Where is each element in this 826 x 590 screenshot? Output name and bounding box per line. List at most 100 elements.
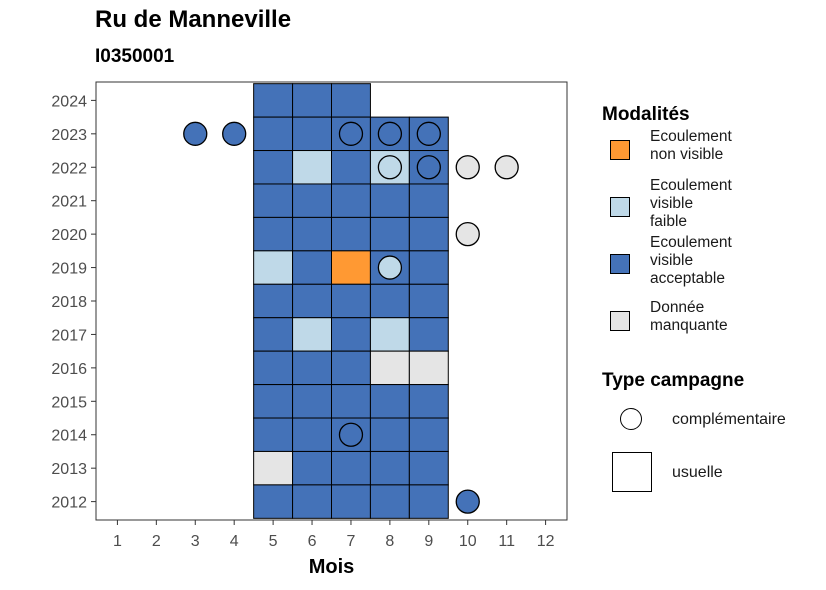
heatmap-tile: [253, 417, 294, 452]
heatmap-tile: [408, 283, 449, 319]
legend-item-usuelle: usuelle: [602, 452, 822, 502]
y-tick-label: 2019: [51, 261, 87, 278]
heatmap-tile: [292, 116, 332, 152]
x-tick-label: 12: [537, 533, 555, 550]
y-tick-label: 2020: [51, 227, 87, 244]
x-tick-label: 5: [269, 533, 278, 550]
heatmap-tile: [369, 384, 410, 419]
heatmap-tile: [369, 417, 410, 452]
circle-icon: [620, 408, 642, 430]
heatmap-tile: [292, 83, 332, 118]
campaign-point: [494, 155, 519, 180]
heatmap-tile: [331, 384, 371, 419]
y-tick-label: 2017: [51, 327, 87, 344]
heatmap-tile: [408, 417, 449, 452]
x-tick-label: 6: [308, 533, 317, 550]
heatmap-tile: [292, 216, 332, 252]
campaign-point: [222, 121, 247, 146]
heatmap-tile: [408, 216, 449, 252]
heatmap-tile: [331, 283, 371, 319]
heatmap-tile: [331, 350, 371, 386]
legend-campagne-title: Type campagne: [602, 370, 745, 391]
heatmap-tile: [369, 450, 410, 486]
heatmap-tile: [331, 317, 371, 352]
heatmap-tile: [408, 384, 449, 419]
heatmap-tile: [292, 350, 332, 386]
legend-swatch-non-visible: [610, 140, 630, 160]
y-tick-label: 2022: [51, 160, 87, 177]
legend-label-acceptable: Ecoulement visible acceptable: [650, 234, 732, 287]
x-tick-label: 9: [424, 533, 433, 550]
legend-swatch-faible: [610, 197, 630, 217]
y-tick-label: 2016: [51, 361, 87, 378]
heatmap-tile: [408, 183, 449, 218]
square-icon: [612, 452, 652, 492]
campaign-point: [416, 121, 441, 146]
heatmap-tile: [253, 183, 294, 218]
heatmap-tile: [369, 216, 410, 252]
heatmap-tile: [408, 450, 449, 486]
heatmap-tile: [369, 283, 410, 319]
campaign-point: [455, 489, 480, 514]
heatmap-tile: [408, 250, 449, 285]
heatmap-tile: [292, 317, 332, 352]
legend-swatch-manquante: [610, 311, 630, 331]
campaign-point: [338, 422, 364, 447]
y-tick-label: 2014: [51, 428, 87, 445]
heatmap-tile: [331, 150, 371, 185]
x-tick-label: 10: [459, 533, 477, 550]
x-tick-label: 11: [498, 533, 515, 550]
heatmap-tile: [369, 183, 410, 218]
heatmap-tile: [331, 216, 371, 252]
legend-item-manquante: Donnée manquante: [602, 299, 822, 364]
campaign-point: [455, 155, 480, 180]
legend-label-manquante: Donnée manquante: [650, 299, 728, 334]
y-tick-label: 2018: [51, 294, 87, 311]
heatmap-tile: [408, 484, 449, 519]
legend-label-complementaire: complémentaire: [672, 411, 786, 428]
legend-label-non-visible: Ecoulement non visible: [650, 128, 732, 163]
x-tick-label: 8: [385, 533, 394, 550]
heatmap-tile: [408, 350, 449, 386]
heatmap-tile: [292, 150, 332, 185]
heatmap-tile: [369, 350, 410, 386]
y-tick-label: 2015: [51, 394, 87, 411]
x-axis-title: Mois: [309, 556, 355, 578]
campaign-point: [455, 221, 480, 247]
legend-item-non-visible: Ecoulement non visible: [602, 128, 822, 193]
campaign-point: [183, 121, 208, 146]
x-tick-label: 7: [347, 533, 356, 550]
legend-swatch-acceptable: [610, 254, 630, 274]
y-tick-label: 2021: [51, 194, 87, 211]
heatmap-tile: [369, 484, 410, 519]
heatmap-tile: [253, 283, 294, 319]
legend-item-faible: Ecoulement visible faible: [602, 177, 822, 250]
heatmap-tile: [369, 317, 410, 352]
heatmap-tile: [253, 116, 294, 152]
y-tick-label: 2012: [51, 495, 87, 512]
legend-label-faible: Ecoulement visible faible: [650, 177, 732, 230]
y-tick-label: 2024: [51, 93, 87, 110]
heatmap-tile: [331, 450, 371, 486]
heatmap-tile: [253, 450, 294, 486]
legend-modalites-title: Modalités: [602, 104, 690, 125]
heatmap-tile: [253, 250, 294, 285]
campaign-point: [377, 155, 403, 180]
y-tick-label: 2023: [51, 127, 87, 144]
chart-title: Ru de Manneville: [95, 6, 292, 33]
heatmap-tile: [292, 183, 332, 218]
heatmap-tile: [292, 450, 332, 486]
x-tick-label: 3: [191, 533, 200, 550]
campaign-point: [416, 155, 441, 180]
x-tick-label: 4: [230, 533, 239, 550]
heatmap-tile: [253, 150, 294, 185]
heatmap-tile: [331, 484, 371, 519]
heatmap-tile: [292, 484, 332, 519]
chart-subtitle: I0350001: [95, 46, 175, 67]
heatmap-tile: [253, 384, 294, 419]
heatmap-tile: [253, 350, 294, 386]
y-tick-label: 2013: [51, 461, 87, 478]
x-tick-label: 1: [113, 533, 122, 550]
legend-item-acceptable: Ecoulement visible acceptable: [602, 234, 822, 307]
